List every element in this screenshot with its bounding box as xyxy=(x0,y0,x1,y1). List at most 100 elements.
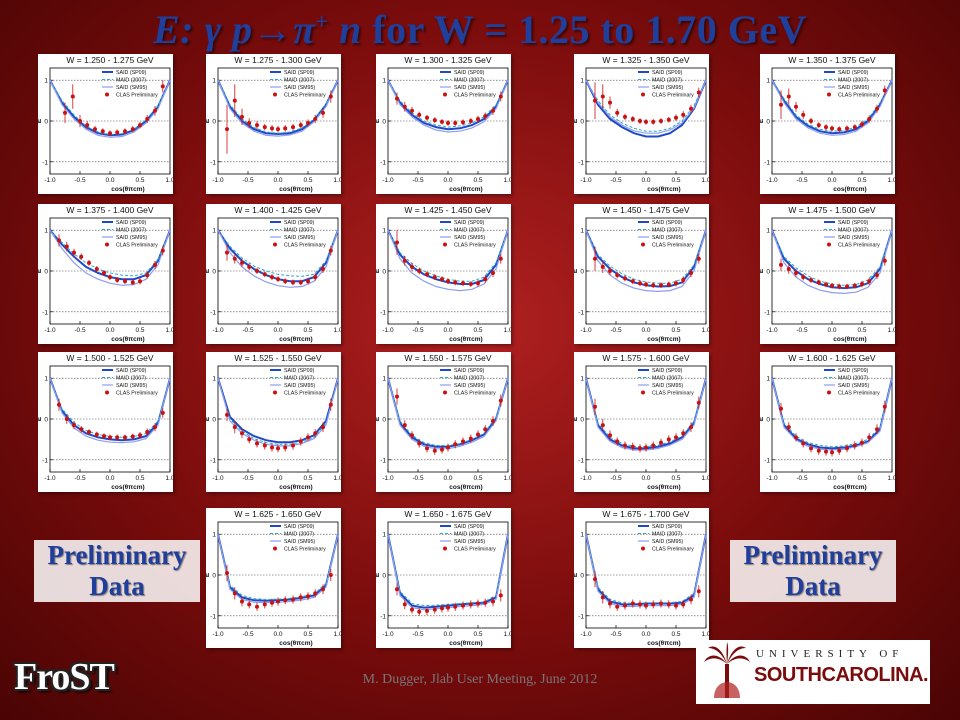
data-point xyxy=(659,601,663,606)
y-tick-label: -1 xyxy=(210,159,216,166)
title-neutron: n xyxy=(339,7,362,52)
data-point xyxy=(461,439,465,444)
legend-label: SAID (SP09) xyxy=(652,220,683,226)
y-tick-label: 0 xyxy=(44,417,48,424)
data-point xyxy=(498,256,503,261)
data-point xyxy=(623,443,627,448)
y-tick-label: -1 xyxy=(210,309,216,316)
data-point xyxy=(816,448,821,453)
plot-panel: W = 1.625 - 1.650 GeV 1 0 -1 -1.0 -0.5 0.0 0.5 1… xyxy=(206,508,341,648)
y-tick-label: 1 xyxy=(44,228,48,235)
x-tick-label: 0.0 xyxy=(273,327,282,334)
plot-panel: W = 1.425 - 1.450 GeV 1 0 -1 -1.0 -0.5 0.0 0.5 1… xyxy=(376,204,511,344)
y-tick-label: 1 xyxy=(212,78,216,85)
legend-label: SAID (SP09) xyxy=(838,70,869,76)
legend-label: MAID (2007) xyxy=(652,228,682,234)
legend-label: SAID (SM95) xyxy=(284,85,315,91)
series-line-said-sm95 xyxy=(217,378,339,447)
data-point xyxy=(321,587,325,592)
data-point xyxy=(79,254,84,259)
series-line-said-sm95 xyxy=(585,229,707,293)
x-tick-label: -0.5 xyxy=(242,327,254,334)
data-point xyxy=(674,281,678,286)
series-line-said-sm95 xyxy=(771,229,893,295)
data-point xyxy=(262,443,267,448)
data-point xyxy=(837,448,842,453)
x-tick-label: 0.5 xyxy=(857,327,866,334)
data-point xyxy=(659,440,663,445)
y-tick-label: 0 xyxy=(212,573,216,580)
data-point xyxy=(417,112,422,117)
series-line-said-sp09 xyxy=(217,377,339,444)
legend-label: SAID (SP09) xyxy=(284,70,315,76)
y-axis-label: E xyxy=(206,118,211,123)
data-point xyxy=(440,606,444,611)
data-point xyxy=(615,110,620,115)
series-line-maid-2007 xyxy=(387,378,509,446)
data-point xyxy=(225,412,229,417)
data-point xyxy=(666,117,671,122)
legend-label: SAID (SM95) xyxy=(116,85,147,91)
plot-svg: W = 1.300 - 1.325 GeV 1 0 -1 -1.0 -0.5 0.0 0.5 1… xyxy=(376,55,511,193)
data-point xyxy=(432,607,437,612)
x-tick-label: 0.5 xyxy=(303,475,312,482)
legend-marker xyxy=(641,242,645,247)
legend-marker xyxy=(273,92,277,97)
data-point xyxy=(875,273,879,278)
data-point xyxy=(262,272,267,277)
plot-title: W = 1.375 - 1.400 GeV xyxy=(66,205,154,215)
data-point xyxy=(860,122,864,127)
plot-svg: W = 1.600 - 1.625 GeV 1 0 -1 -1.0 -0.5 0.0 0.5 1… xyxy=(760,353,895,491)
data-point xyxy=(696,90,701,95)
y-tick-label: -1 xyxy=(210,613,216,620)
plot-svg: W = 1.575 - 1.600 GeV 1 0 -1 -1.0 -0.5 0.0 0.5 1… xyxy=(574,353,709,491)
data-point xyxy=(291,280,295,285)
x-tick-label: 0.0 xyxy=(641,631,650,638)
data-point xyxy=(247,602,252,607)
x-tick-label: 1.0 xyxy=(503,631,511,638)
plot-panel: W = 1.600 - 1.625 GeV 1 0 -1 -1.0 -0.5 0.0 0.5 1… xyxy=(760,352,895,492)
legend-label: SAID (SP09) xyxy=(116,368,147,374)
series-line-said-sm95 xyxy=(49,79,171,138)
data-point xyxy=(432,118,437,123)
series-line-maid-2007 xyxy=(585,378,707,448)
data-point xyxy=(623,603,627,608)
x-tick-label: 1.0 xyxy=(333,631,341,638)
y-tick-label: -1 xyxy=(578,457,584,464)
plot-panel: W = 1.325 - 1.350 GeV 1 0 -1 -1.0 -0.5 0.0 0.5 1… xyxy=(574,54,709,194)
series-line-maid-2007 xyxy=(49,229,171,277)
plot-panel: W = 1.350 - 1.375 GeV 1 0 -1 -1.0 -0.5 0.0 0.5 1… xyxy=(760,54,895,194)
y-axis-label: E xyxy=(206,268,211,273)
data-point xyxy=(270,600,274,605)
data-point xyxy=(138,123,142,128)
plot-svg: W = 1.650 - 1.675 GeV 1 0 -1 -1.0 -0.5 0.0 0.5 1… xyxy=(376,509,511,647)
legend-label: SAID (SM95) xyxy=(838,235,869,241)
plot-svg: W = 1.375 - 1.400 GeV 1 0 -1 -1.0 -0.5 0.0 0.5 1… xyxy=(38,205,173,343)
data-point xyxy=(638,119,642,123)
data-point xyxy=(283,126,288,131)
legend-label: MAID (2007) xyxy=(454,228,484,234)
legend-label: MAID (2007) xyxy=(284,78,314,84)
x-axis-label: cos(θπcm) xyxy=(279,186,312,193)
legend-label: SAID (SM95) xyxy=(652,235,683,241)
series-line-maid-2007 xyxy=(771,378,893,448)
x-axis-label: cos(θπcm) xyxy=(449,640,482,647)
legend-label: SAID (SP09) xyxy=(454,220,485,226)
x-axis-label: cos(θπcm) xyxy=(647,640,680,647)
data-point xyxy=(476,432,480,437)
data-point xyxy=(306,121,310,126)
legend-label: SAID (SP09) xyxy=(116,70,147,76)
series-line-maid-2007 xyxy=(217,79,339,134)
x-tick-label: -1.0 xyxy=(766,327,778,334)
data-point xyxy=(130,127,135,132)
legend-label: SAID (SM95) xyxy=(838,383,869,389)
data-point xyxy=(608,601,612,606)
data-point xyxy=(440,119,444,124)
plot-svg: W = 1.275 - 1.300 GeV 1 0 -1 -1.0 -0.5 0.0 0.5 1… xyxy=(206,55,341,193)
series-line-said-sp09 xyxy=(585,533,707,606)
data-point xyxy=(860,282,864,287)
legend-label: SAID (SM95) xyxy=(454,383,485,389)
data-point xyxy=(255,604,259,609)
data-point xyxy=(882,404,887,409)
legend-marker xyxy=(641,390,645,395)
